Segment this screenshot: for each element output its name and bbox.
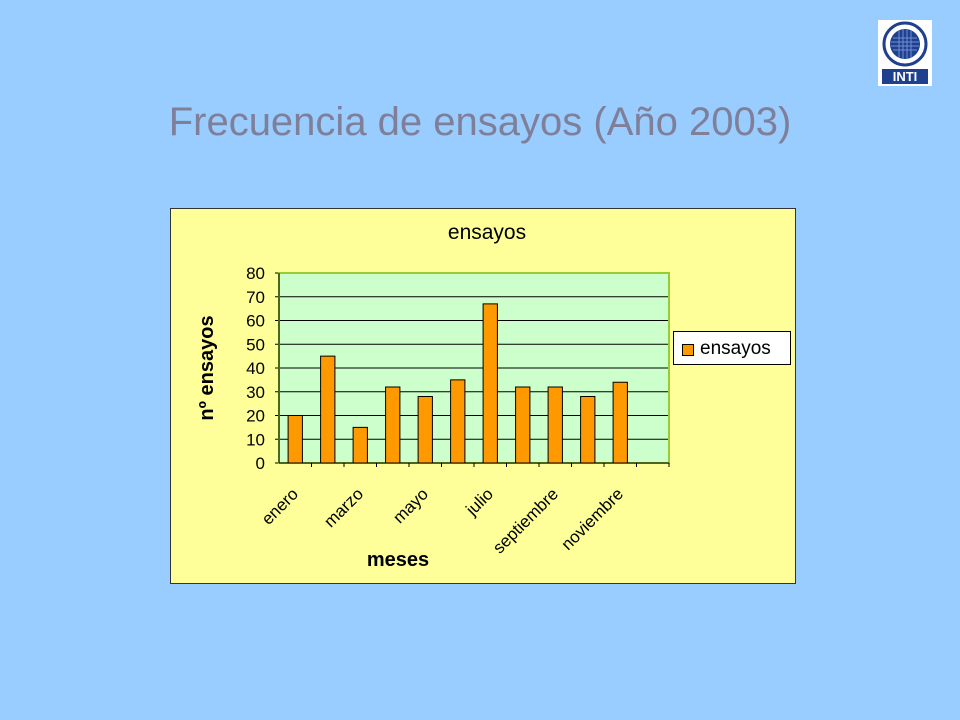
bar-agosto: [515, 386, 531, 464]
y-tick-label: 70: [246, 288, 265, 307]
slide-title: Frecuencia de ensayos (Año 2003): [168, 100, 792, 144]
y-tick-label: 0: [256, 454, 265, 473]
inti-logo-icon: INTI: [878, 20, 932, 86]
legend-label: ensayos: [700, 338, 771, 359]
chart-title: ensayos: [448, 221, 526, 244]
legend-swatch: [682, 344, 694, 356]
y-tick-label: 80: [246, 264, 265, 283]
x-axis-title: meses: [367, 549, 429, 571]
bar-enero: [287, 415, 303, 464]
y-tick-label: 30: [246, 383, 265, 402]
bar-junio: [450, 379, 466, 464]
bar-noviembre: [612, 381, 628, 464]
x-tick-label: mayo: [389, 484, 432, 527]
chart-area: 0 10 20 30 40 50 60 70 80 enero marzo mayo julio sept…: [170, 208, 796, 584]
bar-octubre: [580, 396, 596, 464]
x-tick-label: noviembre: [558, 484, 628, 554]
y-axis-title: nº ensayos: [196, 315, 218, 420]
y-tick-label: 40: [246, 359, 265, 378]
bar-marzo: [352, 426, 368, 464]
bar-mayo: [417, 396, 433, 464]
legend: ensayos: [673, 331, 791, 365]
y-tick-label: 50: [246, 335, 265, 354]
x-tick-label: marzo: [320, 484, 367, 531]
x-tick-label: julio: [462, 484, 498, 520]
y-tick-label: 60: [246, 312, 265, 331]
bar-abril: [385, 386, 401, 464]
x-tick-label: enero: [258, 484, 302, 528]
logo-text: INTI: [893, 69, 918, 84]
y-tick-label: 20: [246, 407, 265, 426]
bar-julio: [482, 303, 498, 464]
x-tick-label: septiembre: [489, 484, 562, 557]
bar-febrero: [320, 355, 336, 464]
bar-chart: 0 10 20 30 40 50 60 70 80 enero marzo mayo juliosept…: [196, 221, 670, 571]
y-tick-label: 10: [246, 430, 265, 449]
bar-septiembre: [547, 386, 563, 464]
